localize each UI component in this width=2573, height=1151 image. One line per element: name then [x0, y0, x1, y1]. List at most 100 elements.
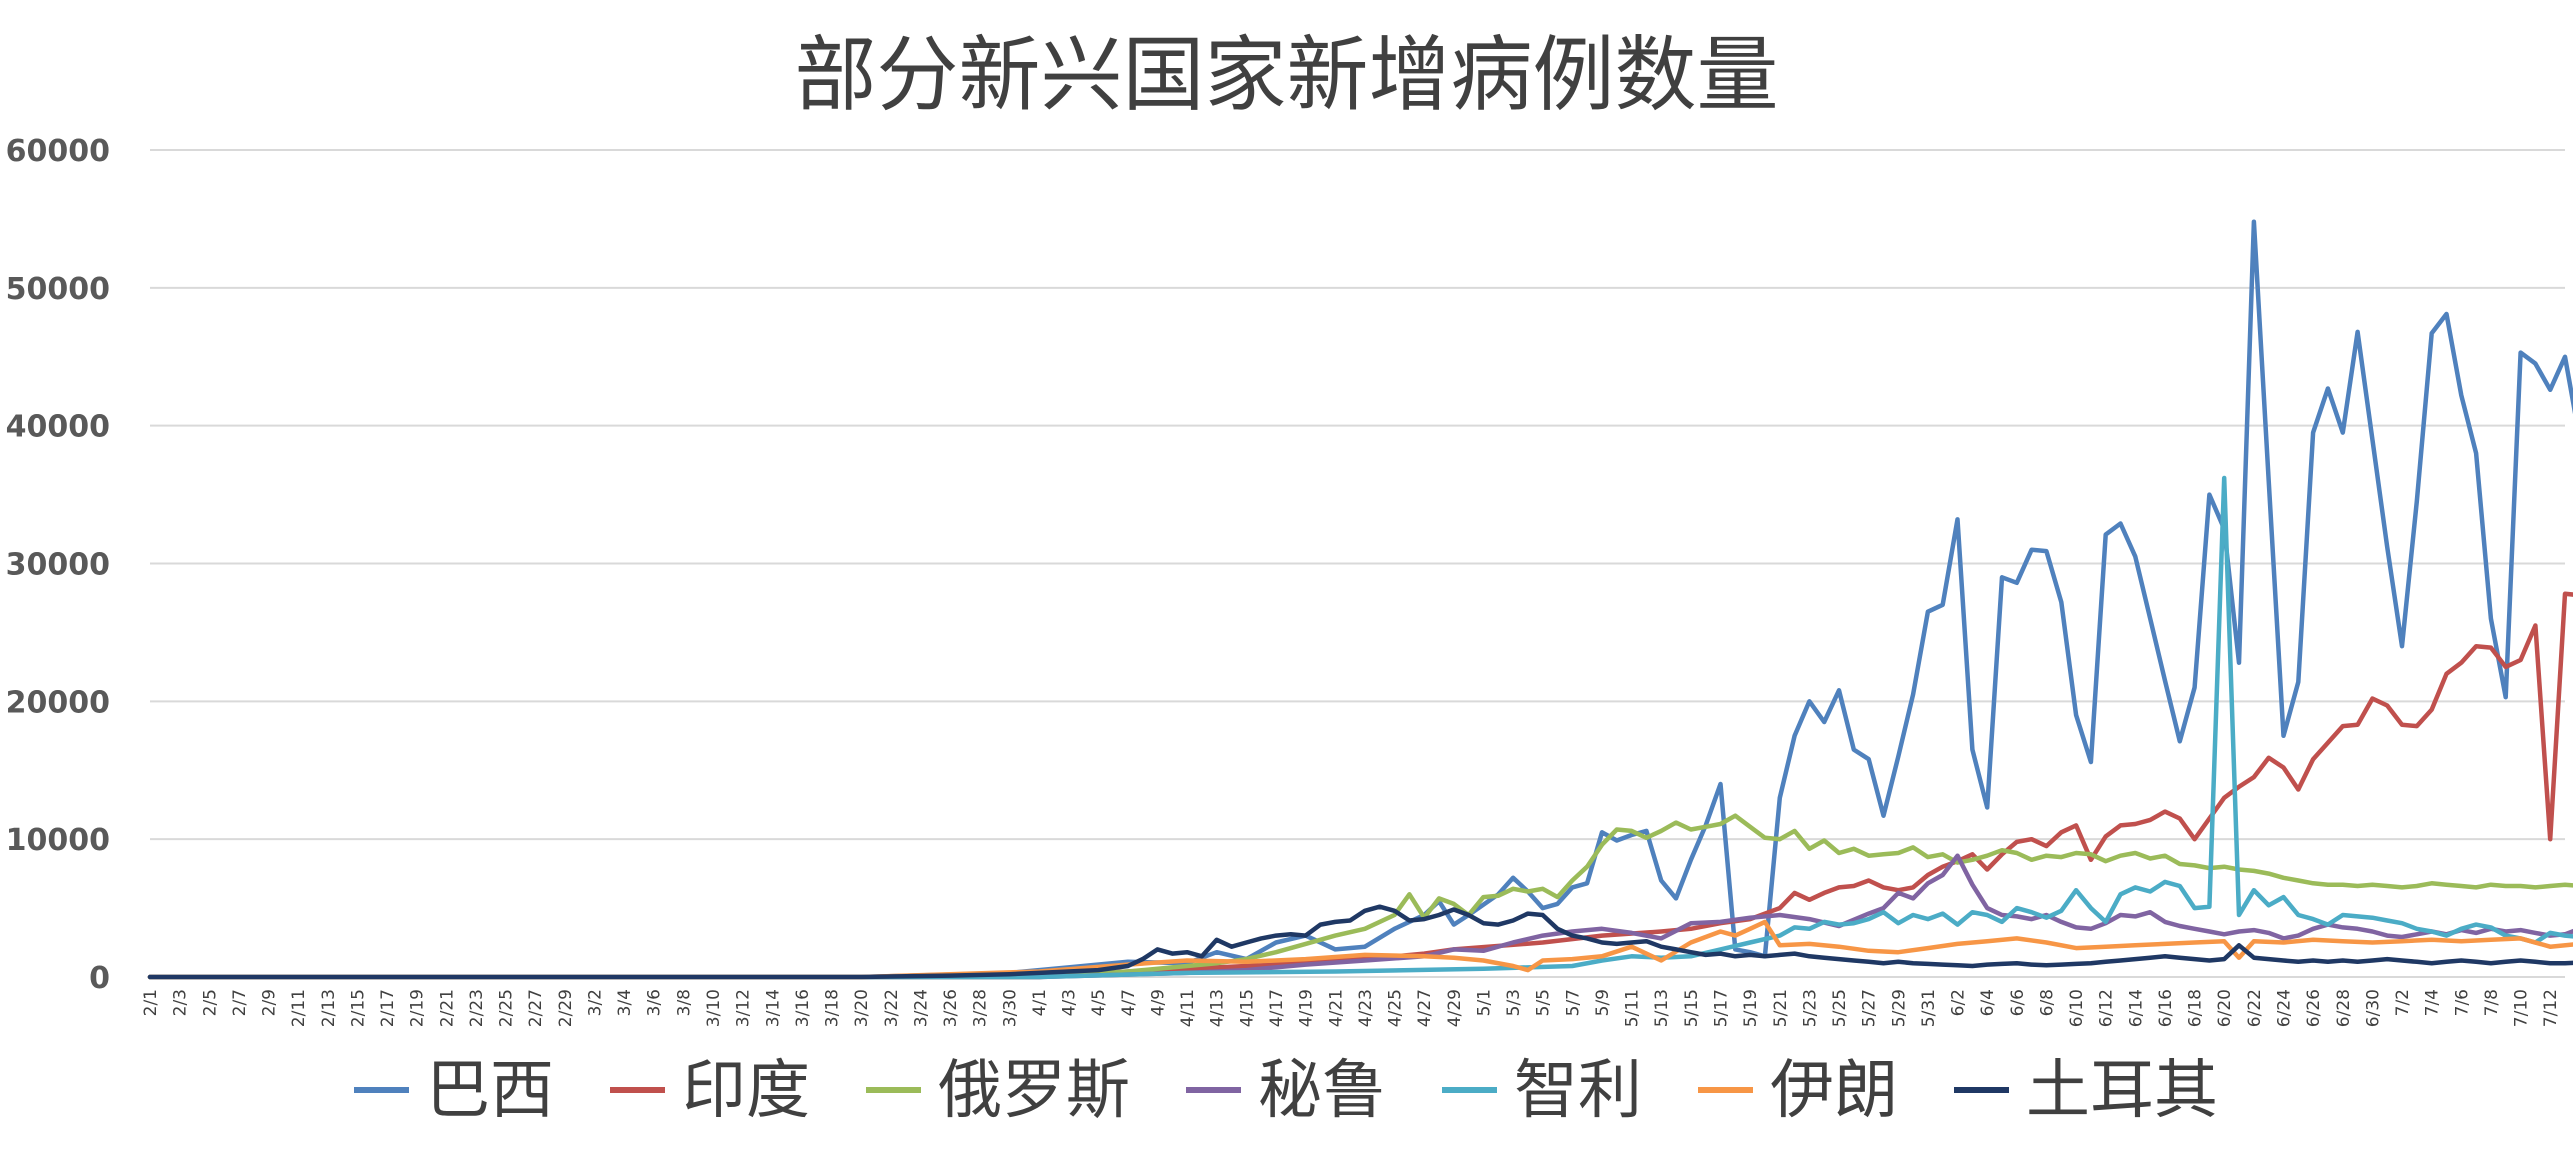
x-tick-label: 4/5 — [1089, 989, 1109, 1016]
x-tick-label: 5/21 — [1771, 989, 1791, 1027]
x-tick-label: 2/11 — [289, 989, 309, 1027]
legend: 巴西 印度 俄罗斯 秘鲁 智利 伊朗 土耳其 — [354, 1054, 2218, 1128]
x-axis-ticks: 2/1 2/3 2/5 2/7 2/9 2/11 2/13 2/15 2/17 2/19 2/21 2… — [141, 989, 2561, 1027]
y-tick-label: 10000 — [6, 823, 110, 858]
x-tick-label: 5/5 — [1534, 989, 1554, 1016]
x-tick-label: 5/17 — [1711, 989, 1731, 1027]
x-tick-label: 6/16 — [2156, 989, 2176, 1027]
x-tick-label: 4/1 — [1030, 989, 1050, 1016]
x-tick-label: 2/7 — [230, 989, 250, 1016]
x-tick-label: 5/1 — [1474, 989, 1494, 1016]
series-line-2 — [147, 813, 2573, 980]
x-tick-label: 4/7 — [1119, 989, 1139, 1016]
x-tick-label: 6/8 — [2037, 989, 2057, 1016]
x-tick-label: 6/14 — [2126, 989, 2146, 1027]
x-tick-label: 5/13 — [1652, 989, 1672, 1027]
x-tick-label: 6/22 — [2245, 989, 2265, 1027]
x-tick-label: 3/16 — [793, 989, 813, 1027]
x-tick-label: 5/11 — [1623, 989, 1643, 1027]
legend-label: 土耳其 — [2026, 1054, 2218, 1128]
x-tick-label: 2/25 — [497, 989, 517, 1027]
x-tick-label: 5/15 — [1682, 989, 1702, 1027]
series-line-6 — [147, 904, 2573, 980]
x-tick-label: 3/30 — [1000, 989, 1020, 1027]
x-tick-label: 3/28 — [971, 989, 991, 1027]
x-tick-label: 6/30 — [2363, 989, 2383, 1027]
series-line-4 — [147, 475, 2573, 980]
x-tick-label: 5/27 — [1860, 989, 1880, 1027]
x-tick-label: 4/3 — [1060, 989, 1080, 1016]
series-line-5 — [147, 919, 2573, 980]
x-tick-label: 6/2 — [1949, 989, 1969, 1016]
x-tick-label: 7/10 — [2512, 989, 2532, 1027]
y-tick-label: 60000 — [6, 134, 110, 169]
x-tick-label: 7/2 — [2393, 989, 2413, 1016]
series-lines — [147, 219, 2573, 980]
x-tick-label: 2/29 — [556, 989, 576, 1027]
y-tick-label: 0 — [89, 961, 110, 996]
x-tick-label: 2/27 — [526, 989, 546, 1027]
x-tick-label: 6/20 — [2215, 989, 2235, 1027]
series-line-1 — [147, 591, 2573, 980]
x-tick-label: 3/2 — [585, 989, 605, 1016]
x-tick-label: 4/23 — [1356, 989, 1376, 1027]
x-tick-label: 3/14 — [763, 989, 783, 1027]
x-tick-label: 4/17 — [1267, 989, 1287, 1027]
x-tick-label: 3/24 — [911, 989, 931, 1027]
x-tick-label: 6/10 — [2067, 989, 2087, 1027]
x-tick-label: 4/21 — [1326, 989, 1346, 1027]
x-tick-label: 6/28 — [2334, 989, 2354, 1027]
legend-label: 伊朗 — [1770, 1054, 1898, 1128]
x-tick-label: 3/6 — [645, 989, 665, 1016]
x-tick-label: 6/4 — [1978, 989, 1998, 1016]
x-tick-label: 6/6 — [2008, 989, 2028, 1016]
series-line-0 — [147, 219, 2573, 980]
x-tick-label: 6/12 — [2097, 989, 2117, 1027]
legend-label: 印度 — [682, 1054, 810, 1128]
x-tick-label: 2/19 — [408, 989, 428, 1027]
x-tick-label: 3/26 — [941, 989, 961, 1027]
x-tick-label: 5/31 — [1919, 989, 1939, 1027]
x-tick-label: 4/27 — [1415, 989, 1435, 1027]
x-tick-label: 5/7 — [1563, 989, 1583, 1016]
chart-title: 部分新兴国家新增病例数量 — [794, 28, 1779, 123]
x-tick-label: 2/23 — [467, 989, 487, 1027]
legend-label: 巴西 — [426, 1054, 554, 1128]
x-tick-label: 4/19 — [1297, 989, 1317, 1027]
x-tick-label: 4/29 — [1445, 989, 1465, 1027]
x-tick-label: 2/21 — [437, 989, 457, 1027]
x-tick-label: 2/13 — [319, 989, 339, 1027]
x-tick-label: 4/25 — [1386, 989, 1406, 1027]
y-tick-label: 50000 — [6, 272, 110, 307]
x-tick-label: 5/9 — [1593, 989, 1613, 1016]
x-tick-label: 3/18 — [823, 989, 843, 1027]
y-tick-label: 30000 — [6, 548, 110, 583]
x-tick-label: 7/4 — [2423, 989, 2443, 1016]
x-tick-label: 4/13 — [1208, 989, 1228, 1027]
legend-label: 秘鲁 — [1258, 1054, 1386, 1128]
x-tick-label: 3/4 — [615, 989, 635, 1016]
legend-label: 俄罗斯 — [938, 1054, 1130, 1128]
x-tick-label: 4/15 — [1237, 989, 1257, 1027]
x-tick-label: 5/25 — [1830, 989, 1850, 1027]
x-tick-label: 2/9 — [260, 989, 280, 1016]
x-tick-label: 7/12 — [2541, 989, 2561, 1027]
x-tick-label: 6/24 — [2274, 989, 2294, 1027]
x-tick-label: 4/9 — [1148, 989, 1168, 1016]
x-tick-label: 2/5 — [200, 989, 220, 1016]
x-tick-label: 6/26 — [2304, 989, 2324, 1027]
x-tick-label: 7/6 — [2452, 989, 2472, 1016]
x-tick-label: 3/20 — [852, 989, 872, 1027]
legend-label: 智利 — [1514, 1054, 1642, 1128]
x-tick-label: 3/22 — [882, 989, 902, 1027]
x-tick-label: 3/12 — [734, 989, 754, 1027]
x-tick-label: 3/8 — [674, 989, 694, 1016]
x-tick-label: 5/29 — [1889, 989, 1909, 1027]
x-tick-label: 2/1 — [141, 989, 161, 1016]
x-tick-label: 5/3 — [1504, 989, 1524, 1016]
x-tick-label: 4/11 — [1178, 989, 1198, 1027]
x-tick-label: 6/18 — [2186, 989, 2206, 1027]
x-tick-label: 2/3 — [171, 989, 191, 1016]
y-axis-ticks: 0 10000 20000 30000 40000 50000 60000 — [6, 134, 110, 996]
